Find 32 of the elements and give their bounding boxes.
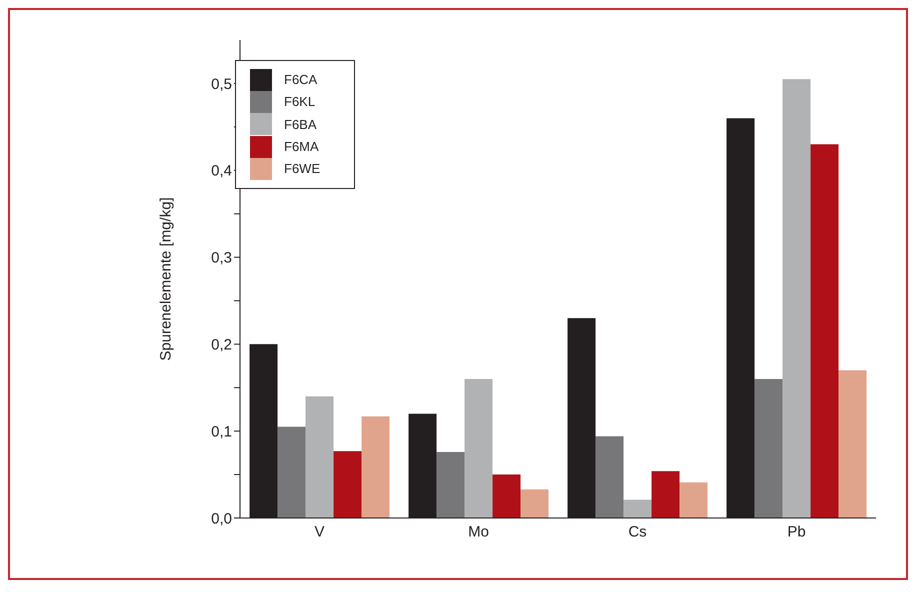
bar bbox=[334, 451, 362, 518]
bar bbox=[624, 500, 652, 518]
x-tick-label: Mo bbox=[468, 524, 489, 541]
y-tick-label: 0,4 bbox=[211, 162, 232, 180]
bar bbox=[492, 474, 521, 518]
bar bbox=[520, 489, 549, 518]
y-tick-label: 0,5 bbox=[211, 76, 232, 93]
bar bbox=[782, 79, 811, 518]
legend-label: F6CA bbox=[284, 72, 318, 88]
bar bbox=[754, 378, 783, 518]
bar bbox=[464, 378, 493, 518]
y-axis-title: Spurenelemente [mg/kg] bbox=[157, 197, 174, 361]
y-tick-label: 0,1 bbox=[211, 423, 232, 440]
legend-label: F6BA bbox=[284, 116, 317, 132]
y-tick-label: 0,0 bbox=[211, 510, 232, 528]
x-tick-label: Pb bbox=[787, 524, 806, 541]
y-tick-label: 0,2 bbox=[211, 336, 232, 354]
bar bbox=[810, 144, 839, 518]
bar bbox=[436, 452, 465, 518]
legend-label: F6WE bbox=[284, 161, 320, 176]
bar bbox=[652, 471, 680, 518]
legend-label: F6MA bbox=[284, 138, 319, 154]
bar bbox=[362, 416, 390, 518]
y-tick-label: 0,3 bbox=[211, 250, 232, 267]
bar bbox=[838, 370, 867, 518]
x-tick-label: Cs bbox=[628, 524, 647, 541]
bar bbox=[306, 396, 334, 518]
x-tick-label: V bbox=[314, 524, 325, 541]
legend-label: F6KL bbox=[284, 94, 316, 110]
bar bbox=[680, 482, 708, 518]
bar bbox=[596, 436, 624, 518]
bar bbox=[278, 426, 306, 518]
